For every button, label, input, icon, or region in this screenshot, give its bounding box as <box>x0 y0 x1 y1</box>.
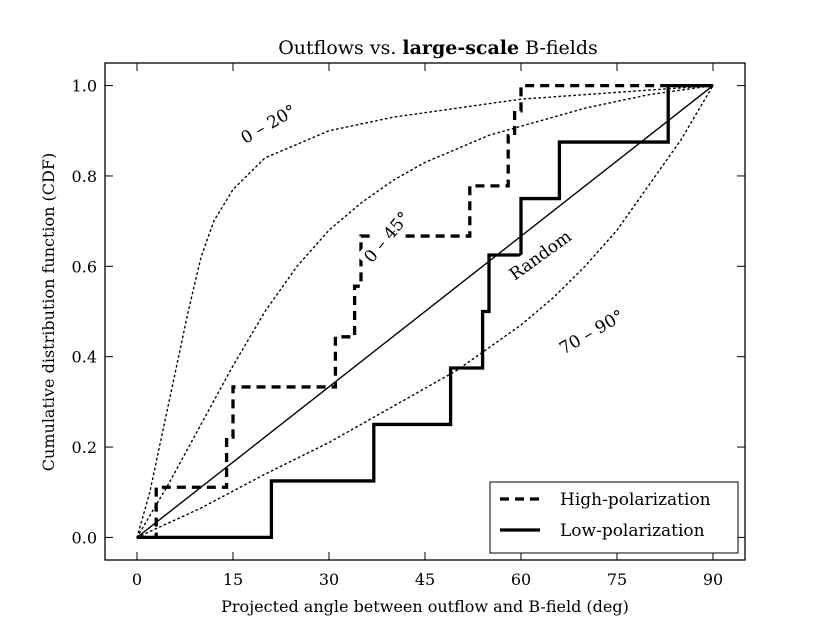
series-0-45 <box>136 84 714 539</box>
y-axis-label: Cumulative distribution function (CDF) <box>39 153 58 471</box>
annotation-background <box>506 226 575 284</box>
x-axis-label: Projected angle between outflow and B-fi… <box>221 597 629 616</box>
axis-ticks: 0 15 30 45 60 75 90 0.0 0.2 0.4 0.6 0.8 1.0 <box>72 63 745 589</box>
legend-box <box>489 481 739 554</box>
x-tick-label: 60 <box>511 570 531 589</box>
y-tick-label: 0.4 <box>72 348 97 367</box>
annotation-70-90: 70 – 90° <box>556 306 628 359</box>
x-tick-label: 30 <box>319 570 339 589</box>
x-tick-label: 0 <box>132 570 142 589</box>
legend: High-polarization Low-polarization <box>489 481 739 554</box>
x-tick-label: 15 <box>223 570 243 589</box>
series-low-polarization <box>137 83 713 540</box>
y-tick-label: 0.2 <box>72 438 97 457</box>
annotation-background <box>233 97 304 151</box>
y-tick-label: 0.8 <box>72 167 97 186</box>
y-tick-label: 0.6 <box>72 257 97 276</box>
legend-label-high-polarization: High-polarization <box>560 490 711 510</box>
series-high-polarization <box>137 83 713 540</box>
x-tick-label: 90 <box>703 570 723 589</box>
annotation-background <box>556 305 627 359</box>
y-tick-label: 1.0 <box>72 77 97 96</box>
y-tick-label: 0.0 <box>72 528 97 547</box>
legend-label-low-polarization: Low-polarization <box>560 521 705 541</box>
plot-area <box>136 83 714 540</box>
chart-title: Outflows vs. large-scale B-fields <box>278 37 598 59</box>
annotation-background <box>356 203 417 271</box>
series-70-90 <box>136 84 714 539</box>
x-tick-label: 45 <box>415 570 435 589</box>
x-tick-label: 75 <box>607 570 627 589</box>
series-0-20 <box>136 84 714 539</box>
series-random <box>136 85 714 538</box>
annotation-0-20: 0 – 20° <box>238 101 300 148</box>
